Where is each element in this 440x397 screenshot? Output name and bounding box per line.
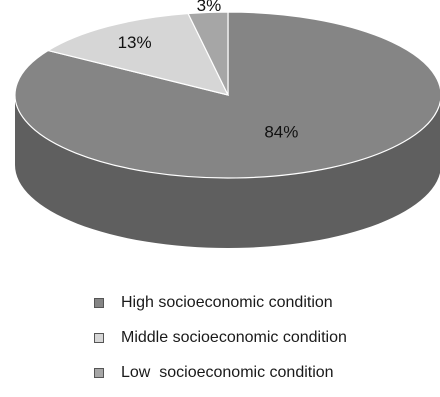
pie-slices xyxy=(14,11,440,179)
legend-label-middle: Middle socioeconomic condition xyxy=(121,328,347,346)
legend-label-low: Low socioeconomic condition xyxy=(121,363,334,381)
legend-item-low: Low socioeconomic condition xyxy=(94,362,347,383)
legend-swatch-middle xyxy=(94,332,104,343)
legend-swatch-high xyxy=(94,297,104,308)
pie-data-labels: 84% 13% 3% xyxy=(118,0,299,141)
pie-sides xyxy=(15,95,440,248)
pie-chart: 84% 13% 3% xyxy=(14,0,440,248)
pie-slice-middle xyxy=(46,12,230,96)
legend-item-middle: Middle socioeconomic condition xyxy=(94,327,347,348)
data-label-middle: 13% xyxy=(118,33,152,52)
legend-swatch-low xyxy=(94,367,104,378)
pie-slice-low xyxy=(187,11,229,96)
pie-side-high xyxy=(15,95,440,248)
legend: High socioeconomic condition Middle soci… xyxy=(94,292,347,397)
legend-item-high: High socioeconomic condition xyxy=(94,292,347,313)
data-label-low: 3% xyxy=(197,0,222,15)
legend-label-high: High socioeconomic condition xyxy=(121,293,333,311)
data-label-high: 84% xyxy=(264,122,298,141)
